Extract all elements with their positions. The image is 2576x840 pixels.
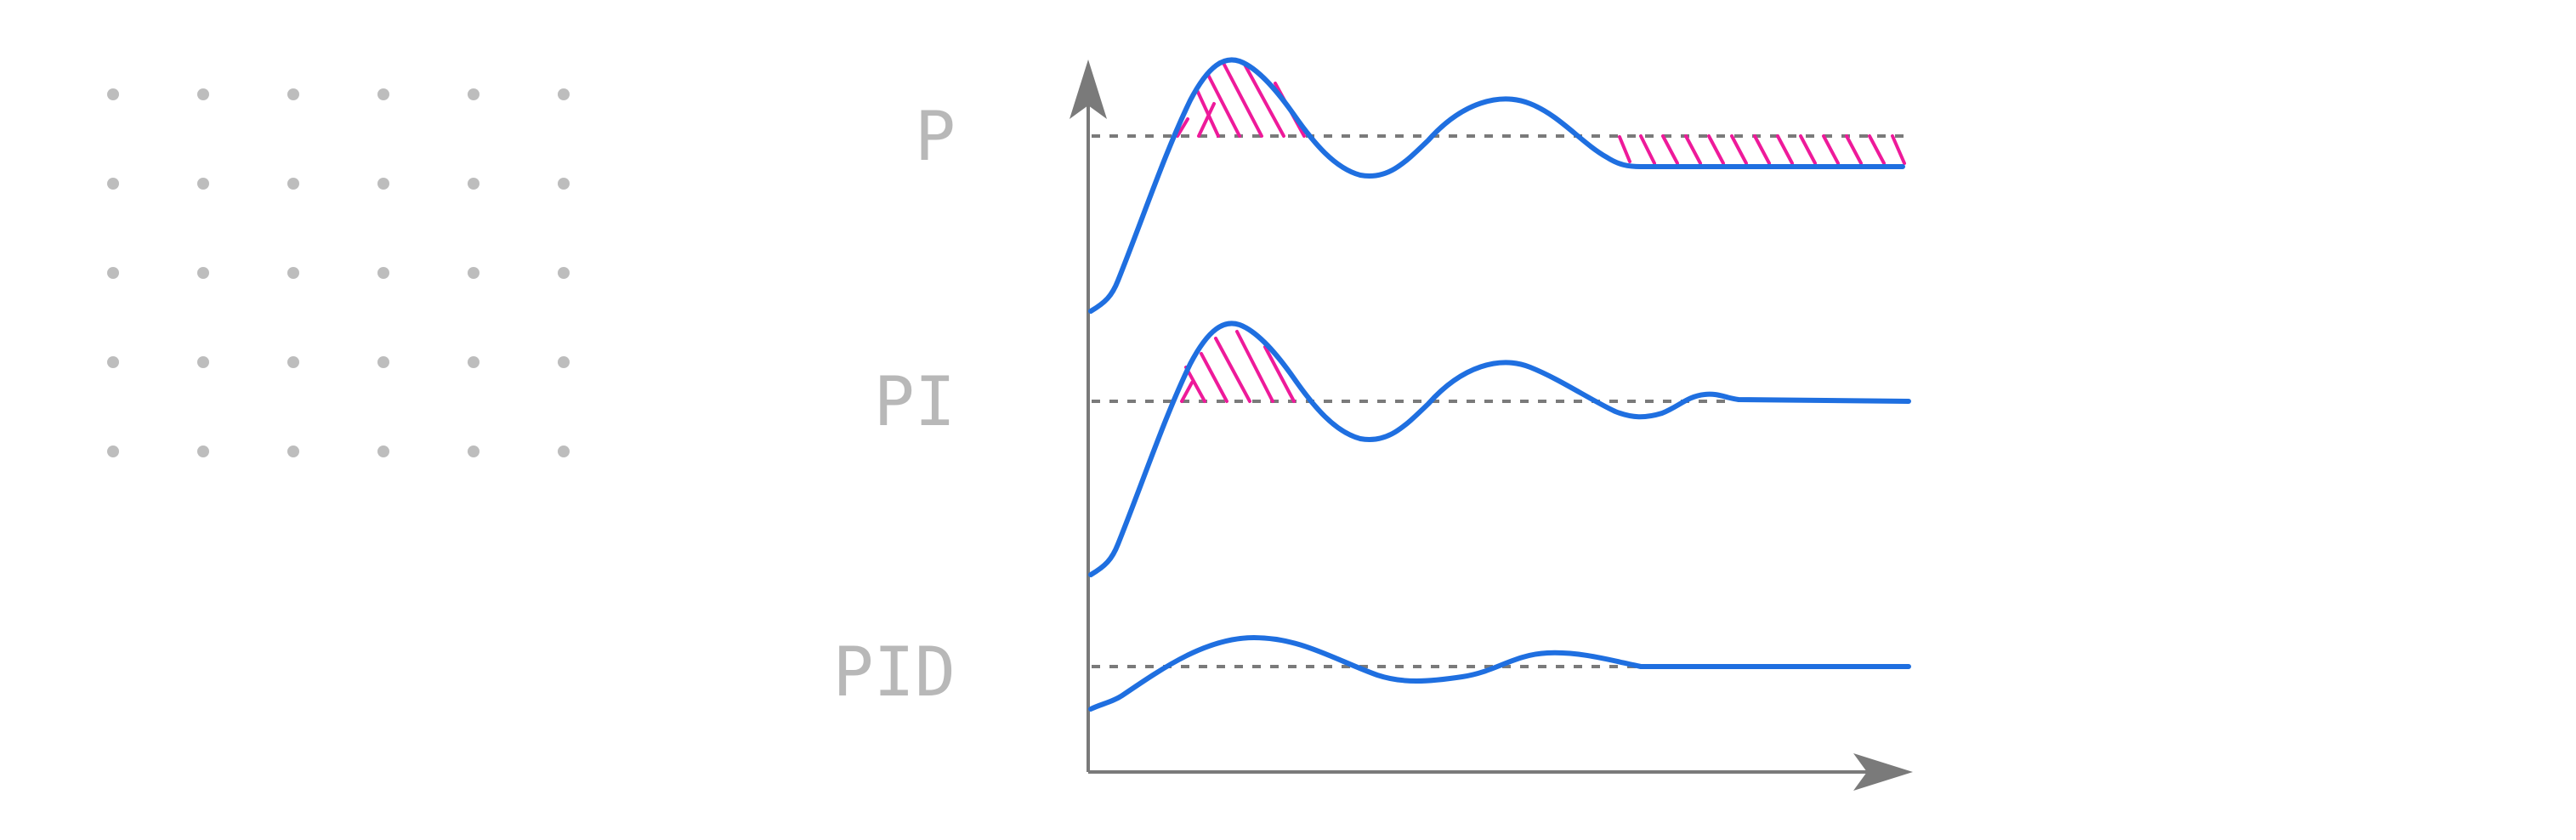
grid-dot [197,178,209,190]
hatch-line [1180,381,1194,403]
hatch-line [1195,88,1220,138]
grid-dot [107,446,119,457]
label-p: P [915,97,956,176]
grid-dot [107,356,119,368]
hatch-line [1206,71,1241,138]
hatch-line [1707,134,1725,165]
pi-response-plot [1088,321,1911,577]
grid-dot [107,88,119,100]
grid-dot [377,88,389,100]
grid-dot [558,88,570,100]
hatch-line [1176,117,1189,138]
grid-dot [107,178,119,190]
hatch-line [1263,345,1296,403]
hatch-line [1223,63,1263,138]
grid-dot [377,446,389,457]
hatch-line [1891,134,1906,165]
hatch-line [1235,330,1274,403]
p-response-curve [1088,57,1905,314]
hatch-line [1661,134,1679,165]
grid-dot [468,446,479,457]
hatch-line [1618,135,1631,163]
pi-overshoot-hatch [1180,330,1296,403]
grid-dot [468,178,479,190]
hatch-line [1214,337,1251,403]
grid-dot [558,356,570,368]
grid-dot [287,178,299,190]
p-response-plot [1088,57,1911,314]
grid-dot [287,88,299,100]
axes [1070,60,1913,791]
grid-dot [197,356,209,368]
grid-dot [558,178,570,190]
label-pid: PID [833,633,956,712]
hatch-line [1184,366,1206,403]
grid-dot [377,267,389,279]
hatch-line [1730,134,1748,165]
pid-response-curve [1088,635,1911,712]
pid-response-plot [1088,635,1911,712]
p-overshoot-hatch [1176,61,1306,138]
grid-dot [377,178,389,190]
dot-grid [107,88,570,457]
grid-dot [468,88,479,100]
hatch-line [1197,102,1216,138]
grid-dot [197,88,209,100]
p-steady-state-error-hatch [1618,134,1906,165]
grid-dot [468,356,479,368]
grid-dot [558,267,570,279]
hatch-line [1753,134,1771,165]
grid-dot [287,267,299,279]
grid-dot [558,446,570,457]
hatch-line [1776,134,1794,165]
hatch-line [1200,352,1228,403]
label-pi: PI [874,362,956,441]
hatch-line [1868,134,1886,165]
hatch-line [1684,134,1702,165]
grid-dot [468,267,479,279]
grid-dot [197,446,209,457]
hatch-line [1639,134,1656,165]
pi-response-curve [1088,321,1911,577]
grid-dot [107,267,119,279]
hatch-line [1799,134,1817,165]
hatch-line [1242,61,1285,138]
hatch-line [1845,134,1863,165]
grid-dot [197,267,209,279]
grid-dot [287,446,299,457]
hatch-line [1822,134,1840,165]
x-axis-arrowhead [1853,753,1913,791]
grid-dot [287,356,299,368]
y-axis-arrowhead [1070,60,1107,119]
grid-dot [377,356,389,368]
